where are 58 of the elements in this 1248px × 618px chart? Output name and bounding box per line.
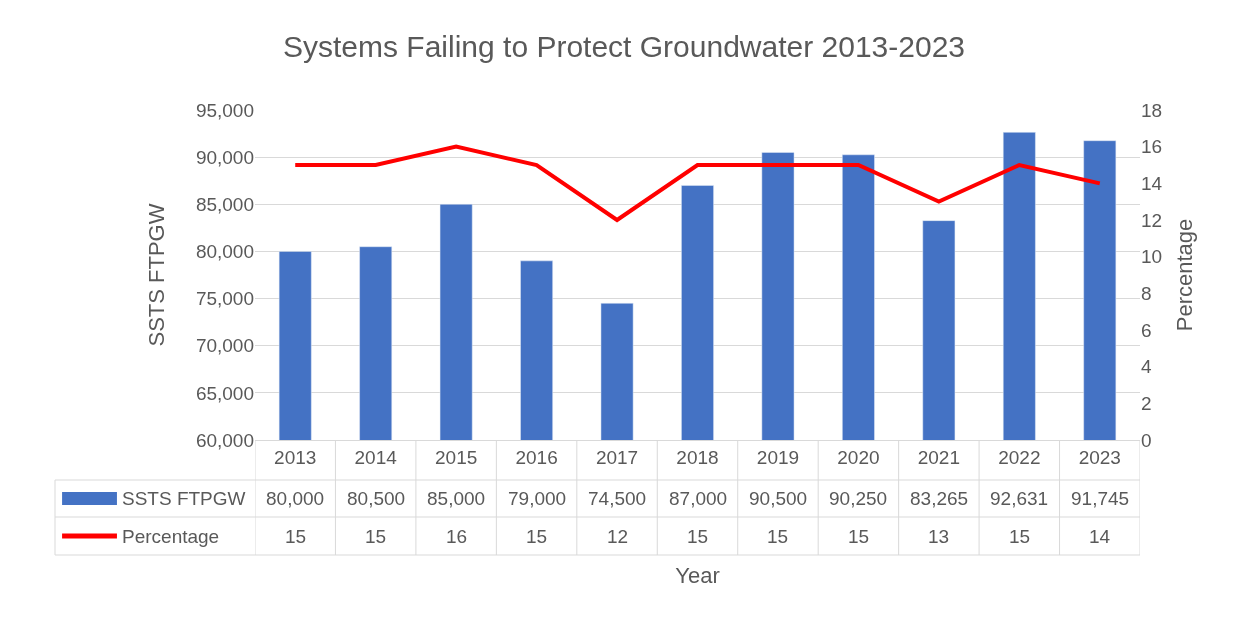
chart-title: Systems Failing to Protect Groundwater 2013-2023 <box>282 30 966 63</box>
y-tick-label: 65,000 <box>195 382 254 404</box>
data-label: 15 <box>526 526 548 547</box>
y-tick-label: 80,000 <box>195 241 254 263</box>
data-label: 90,500 <box>749 488 808 509</box>
data-label: 83,265 <box>910 488 969 509</box>
y2-tick-label: 4 <box>1141 356 1152 378</box>
data-label: 12 <box>607 526 629 547</box>
data-label: 15 <box>285 526 307 547</box>
y-tick-label: 60,000 <box>195 429 254 451</box>
data-label: 80,000 <box>266 488 325 509</box>
x-tick-label: 2018 <box>676 446 719 468</box>
data-label: 80,500 <box>347 488 406 509</box>
y2-tick-label: 6 <box>1141 319 1152 341</box>
data-label: 87,000 <box>669 488 728 509</box>
y-tick-label: 70,000 <box>195 335 254 357</box>
data-label: 15 <box>767 526 789 547</box>
data-label: 79,000 <box>508 488 567 509</box>
y-tick-label: 95,000 <box>195 99 254 121</box>
x-tick-label: 2014 <box>354 446 398 468</box>
y2-tick-label: 16 <box>1141 136 1163 158</box>
x-tick-label: 2022 <box>998 446 1041 468</box>
data-label: 14 <box>1089 526 1111 547</box>
x-axis-title: Year <box>675 562 720 588</box>
legend-label: Percentage <box>122 526 220 547</box>
x-tick-label: 2023 <box>1078 446 1121 468</box>
x-tick-label: 2016 <box>515 446 558 468</box>
y2-tick-label: 10 <box>1141 246 1163 268</box>
x-tick-label: 2019 <box>756 446 800 468</box>
y-tick-label: 85,000 <box>195 193 254 215</box>
data-label: 15 <box>1009 526 1031 547</box>
line-series <box>293 144 1102 222</box>
x-tick-label: 2020 <box>837 446 880 468</box>
y2-tick-label: 0 <box>1141 429 1152 451</box>
y-tick-label: 90,000 <box>195 146 254 168</box>
y-axis-title: SSTS FTPGW <box>143 203 169 347</box>
data-label: 15 <box>848 526 870 547</box>
legend-label: SSTS FTPGW <box>122 488 246 509</box>
data-label: 16 <box>446 526 468 547</box>
data-label: 15 <box>365 526 387 547</box>
y2-tick-label: 12 <box>1141 209 1163 231</box>
data-label: 91,745 <box>1071 488 1130 509</box>
y2-axis-title: Percentage <box>1172 218 1198 332</box>
x-tick-label: 2021 <box>917 446 960 468</box>
data-label: 74,500 <box>588 488 647 509</box>
data-label: 90,250 <box>829 488 888 509</box>
x-tick-label: 2013 <box>274 446 317 468</box>
data-label: 92,631 <box>990 488 1049 509</box>
x-tick-label: 2017 <box>595 446 639 468</box>
x-tick-label: 2015 <box>435 446 478 468</box>
data-label: 85,000 <box>427 488 486 509</box>
y-tick-label: 75,000 <box>195 288 254 310</box>
data-label: 13 <box>928 526 950 547</box>
y2-tick-label: 2 <box>1141 392 1152 414</box>
data-label: 15 <box>687 526 709 547</box>
y2-tick-label: 18 <box>1141 99 1163 121</box>
y2-tick-label: 8 <box>1141 282 1152 304</box>
y2-tick-label: 14 <box>1141 172 1163 194</box>
